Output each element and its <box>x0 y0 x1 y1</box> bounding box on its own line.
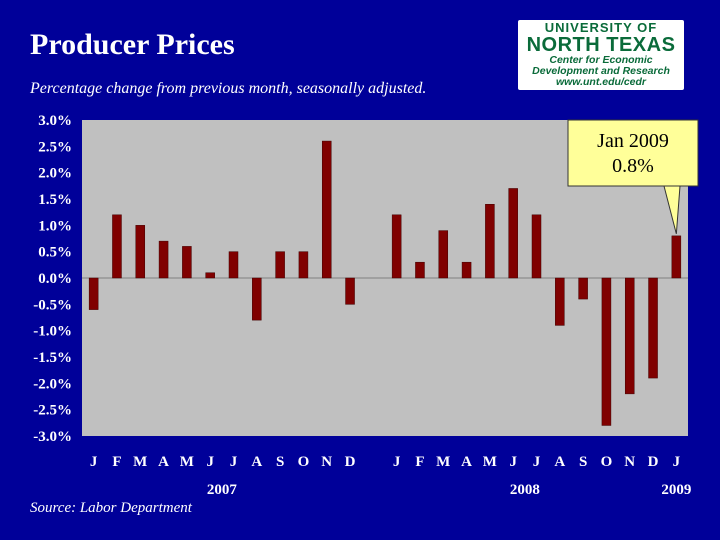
bar <box>438 230 449 279</box>
x-tick-label: S <box>276 454 284 470</box>
bar <box>555 277 565 326</box>
unt-cedr-logo: UNIVERSITY OF NORTH TEXAS Center for Eco… <box>518 20 684 90</box>
y-tick-label: -0.5% <box>33 297 72 313</box>
y-tick-label: -1.0% <box>33 324 72 340</box>
logo-line-development: Development and Research <box>532 65 670 77</box>
x-tick-label: A <box>158 454 169 470</box>
bar <box>228 251 239 279</box>
bar <box>485 204 495 279</box>
x-tick-label: A <box>554 454 565 470</box>
x-tick-label: J <box>90 454 98 470</box>
y-tick-label: 1.5% <box>38 192 72 208</box>
year-label: 2008 <box>510 482 540 498</box>
bar <box>461 261 472 279</box>
x-tick-label: J <box>673 454 681 470</box>
y-tick-label: -3.0% <box>33 429 72 445</box>
logo-line-center: Center for Economic <box>549 54 653 66</box>
x-tick-label: S <box>579 454 587 470</box>
callout-value: 0.8% <box>612 155 654 177</box>
year-label: 2007 <box>207 482 238 498</box>
bar <box>252 277 262 321</box>
slide-title: Producer Prices <box>30 28 235 61</box>
y-tick-label: 0.5% <box>38 245 72 261</box>
x-tick-label: M <box>180 454 194 470</box>
x-tick-label: J <box>509 454 517 470</box>
bar <box>275 251 285 279</box>
x-tick-label: J <box>393 454 401 470</box>
bar <box>671 235 682 279</box>
bar <box>391 214 402 279</box>
y-tick-label: -2.5% <box>33 403 72 419</box>
logo-line-university: UNIVERSITY OF <box>544 20 658 35</box>
x-tick-label: N <box>624 454 635 470</box>
bar <box>298 251 309 279</box>
bar <box>182 246 192 279</box>
bar <box>578 277 588 300</box>
y-tick-label: 2.5% <box>38 139 72 155</box>
bar <box>415 261 425 279</box>
bar <box>624 277 635 395</box>
bar <box>508 188 518 279</box>
x-tick-label: M <box>483 454 497 470</box>
bar <box>345 277 355 305</box>
x-tick-label: A <box>251 454 262 470</box>
bar <box>112 214 122 279</box>
bar <box>88 277 99 310</box>
x-tick-label: D <box>648 454 659 470</box>
x-tick-label: F <box>415 454 424 470</box>
x-tick-label: O <box>601 454 613 470</box>
x-tick-label: N <box>321 454 332 470</box>
bar <box>205 272 215 279</box>
bar <box>531 214 542 279</box>
callout-date: Jan 2009 <box>597 130 669 152</box>
y-tick-label: 3.0% <box>38 113 72 129</box>
callout-box <box>567 119 699 187</box>
x-tick-label: O <box>298 454 310 470</box>
x-tick-label: M <box>133 454 147 470</box>
x-tick-label: F <box>112 454 121 470</box>
bar <box>648 277 658 379</box>
x-tick-label: A <box>461 454 472 470</box>
logo-line-north-texas: NORTH TEXAS <box>526 34 676 56</box>
x-tick-label: J <box>206 454 214 470</box>
bar <box>601 277 612 426</box>
y-tick-label: -2.0% <box>33 376 72 392</box>
x-tick-label: D <box>345 454 356 470</box>
bar <box>158 240 169 279</box>
source-note: Source: Labor Department <box>30 500 192 516</box>
logo-line-url: www.unt.edu/cedr <box>555 76 647 88</box>
callout: Jan 2009 0.8% <box>567 119 699 234</box>
y-tick-label: 1.0% <box>38 218 72 234</box>
y-tick-label: -1.5% <box>33 350 72 366</box>
x-tick-label: M <box>436 454 450 470</box>
y-tick-label: 2.0% <box>38 166 72 182</box>
bar <box>321 140 332 279</box>
bar <box>135 225 146 279</box>
year-label: 2009 <box>661 482 691 498</box>
y-tick-label: 0.0% <box>38 271 72 287</box>
x-tick-label: J <box>230 454 238 470</box>
x-tick-label: J <box>533 454 541 470</box>
slide-subtitle: Percentage change from previous month, s… <box>30 80 427 97</box>
